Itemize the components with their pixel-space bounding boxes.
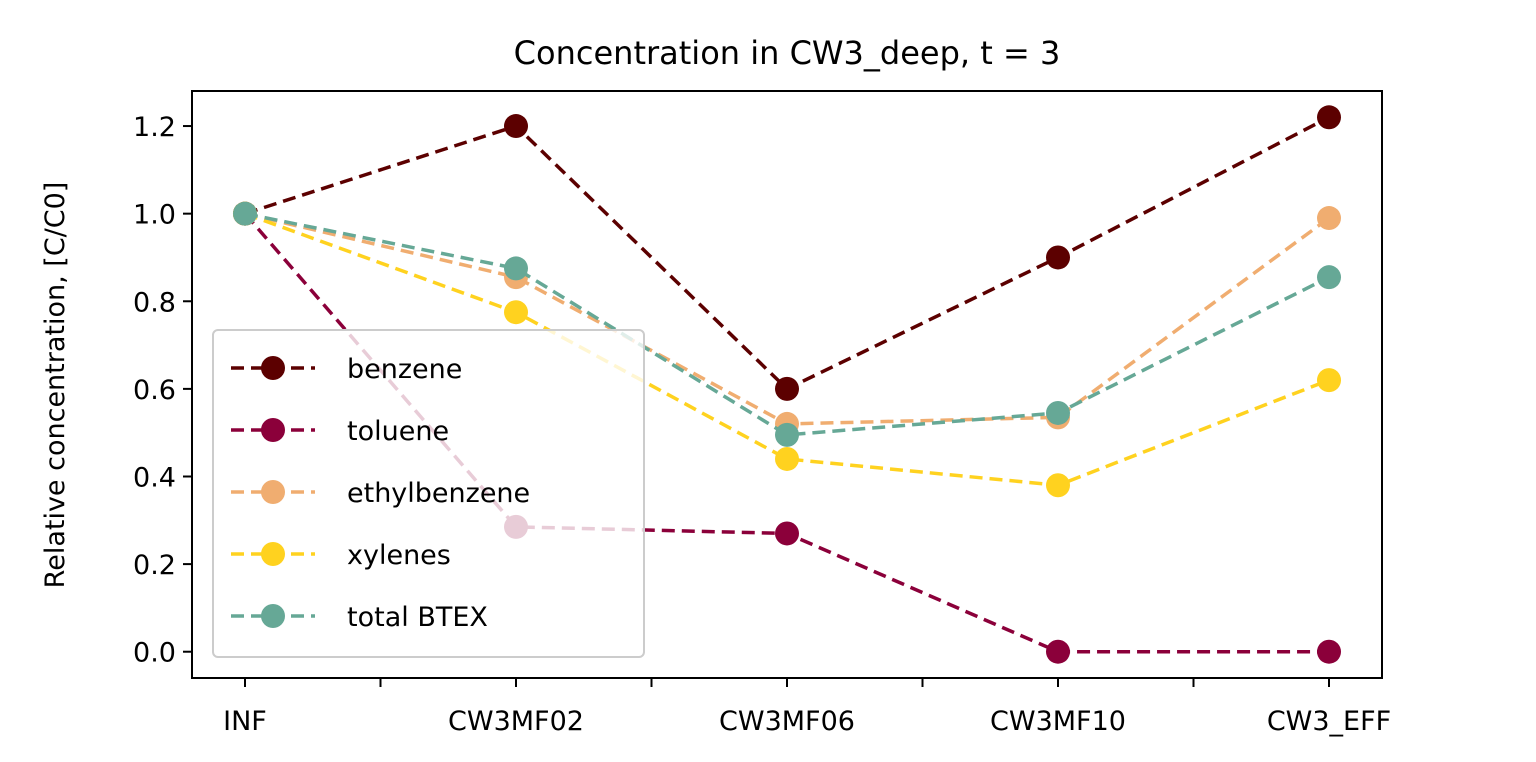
data-point-total-BTEX bbox=[1317, 265, 1341, 290]
data-point-xylenes bbox=[1317, 368, 1341, 393]
y-axis-label: Relative concentration, [C/C0] bbox=[40, 182, 71, 589]
legend-marker-ethylbenzene bbox=[261, 480, 285, 504]
legend-marker-total-BTEX bbox=[261, 604, 285, 628]
axes: 0.0 0.2 0.4 0.6 0.8 1.0 1.2 INF CW3MF02 CW3MF06 CW… bbox=[133, 112, 1391, 737]
legend-box bbox=[212, 329, 645, 658]
y-tick-label: 0.2 bbox=[133, 550, 176, 581]
chart-title: Concentration in CW3_deep, t = 3 bbox=[514, 34, 1061, 72]
data-point-total-BTEX bbox=[1046, 400, 1070, 425]
x-tick-label: INF bbox=[223, 706, 267, 737]
data-point-total-BTEX bbox=[504, 256, 528, 281]
legend-marker-benzene bbox=[261, 356, 285, 380]
y-tick-label: 0.6 bbox=[133, 375, 176, 406]
legend: benzene toluene ethylbenzene xylenes total B… bbox=[212, 329, 645, 658]
y-tick-label: 0.8 bbox=[133, 287, 176, 318]
data-point-toluene bbox=[1046, 639, 1070, 664]
x-tick-label: CW3MF02 bbox=[448, 706, 584, 737]
data-point-toluene bbox=[775, 521, 799, 546]
legend-label-ethylbenzene: ethylbenzene bbox=[347, 478, 530, 509]
data-point-benzene bbox=[1317, 105, 1341, 130]
data-point-toluene bbox=[1317, 639, 1341, 664]
y-tick-label: 0.4 bbox=[133, 462, 176, 493]
data-point-ethylbenzene bbox=[1317, 206, 1341, 231]
data-point-xylenes bbox=[775, 446, 799, 471]
legend-label-benzene: benzene bbox=[347, 354, 462, 385]
data-point-xylenes bbox=[504, 300, 528, 325]
y-tick-label: 1.2 bbox=[133, 112, 176, 143]
series-line-xylenes bbox=[244, 212, 1330, 488]
data-point-xylenes bbox=[1046, 473, 1070, 498]
data-point-total-BTEX bbox=[775, 422, 799, 447]
legend-marker-xylenes bbox=[261, 542, 285, 566]
data-point-benzene bbox=[1046, 245, 1070, 270]
x-tick-label: CW3_EFF bbox=[1267, 706, 1391, 737]
data-point-total-BTEX bbox=[233, 201, 257, 226]
legend-label-xylenes: xylenes bbox=[347, 540, 451, 571]
legend-label-toluene: toluene bbox=[347, 416, 449, 447]
legend-label-total-BTEX: total BTEX bbox=[347, 602, 488, 633]
y-tick-label: 0.0 bbox=[133, 638, 176, 669]
x-tick-label: CW3MF10 bbox=[990, 706, 1126, 737]
data-point-benzene bbox=[775, 376, 799, 401]
x-tick-label: CW3MF06 bbox=[719, 706, 855, 737]
legend-marker-toluene bbox=[261, 418, 285, 442]
series-line-total-BTEX bbox=[244, 211, 1330, 437]
y-tick-label: 1.0 bbox=[133, 200, 176, 231]
data-point-benzene bbox=[504, 114, 528, 139]
